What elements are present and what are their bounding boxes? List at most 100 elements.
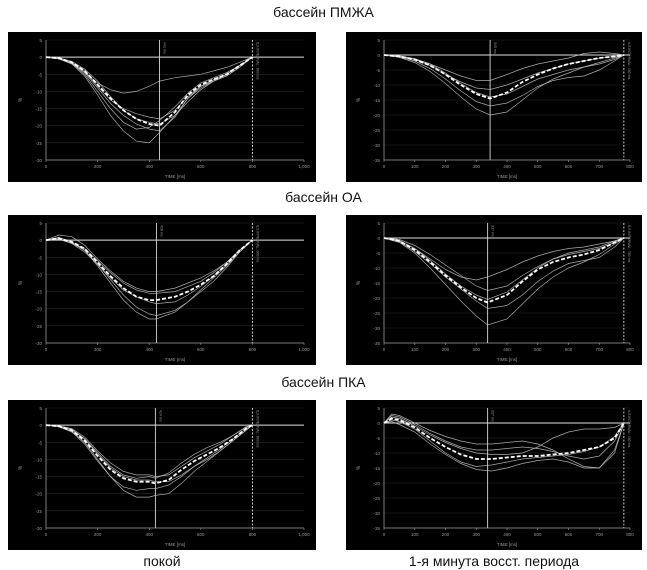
x-tick-label: 400 — [145, 164, 153, 169]
x-tick-label: 0 — [45, 532, 48, 537]
x-tick-label: 600 — [565, 164, 573, 169]
caption-recovery: 1-я минута восст. периода — [408, 553, 580, 569]
series-line — [383, 413, 625, 469]
x-tick-label: 0 — [383, 164, 386, 169]
x-tick-label: 300 — [472, 164, 480, 169]
y-tick-label: -5 — [376, 251, 380, 256]
y-tick-label: -30 — [373, 143, 380, 148]
y-tick-label: -10 — [373, 451, 380, 456]
y-tick-label: -10 — [373, 266, 380, 271]
series-line — [383, 237, 625, 291]
caption-rest: покой — [143, 553, 181, 569]
y-tick-label: -25 — [373, 311, 380, 316]
series-line — [383, 237, 625, 281]
y-tick-label: -10 — [373, 83, 380, 88]
x-tick-label: 100 — [411, 164, 419, 169]
x-tick-label: 700 — [595, 347, 603, 352]
y-tick-label: 5 — [39, 38, 42, 43]
y-tick-label: 5 — [39, 221, 42, 226]
marker-label: 345 ms — [493, 42, 497, 54]
x-tick-label: 800 — [626, 347, 634, 352]
y-axis-label: % — [18, 97, 24, 102]
series-line — [383, 54, 625, 98]
y-tick-label: -15 — [373, 281, 380, 286]
marker-label: 337 ms — [491, 225, 495, 237]
marker-label: ILS INTERVAL: 800 ms — [255, 410, 259, 448]
y-tick-label: 5 — [39, 406, 42, 411]
series-line — [383, 54, 625, 107]
y-tick-label: 5 — [377, 221, 380, 226]
y-tick-label: -35 — [373, 341, 380, 346]
series-line — [45, 424, 253, 479]
y-tick-label: -20 — [35, 492, 42, 497]
y-tick-label: 0 — [39, 423, 42, 428]
y-tick-label: -10 — [35, 272, 42, 277]
x-tick-label: 800 — [249, 532, 257, 537]
series-line — [45, 239, 253, 294]
y-tick-label: 0 — [377, 236, 380, 241]
x-tick-label: 400 — [503, 164, 511, 169]
series-line — [45, 424, 253, 491]
y-tick-label: -30 — [35, 158, 42, 163]
x-tick-label: 200 — [94, 532, 102, 537]
group-title-pmzha: бассейн ПМЖА — [273, 4, 374, 20]
mean-series-line — [45, 56, 253, 127]
series-line — [383, 421, 625, 472]
y-tick-label: -5 — [38, 440, 42, 445]
x-tick-label: 0 — [383, 347, 386, 352]
y-tick-label: -20 — [373, 296, 380, 301]
series-line — [45, 424, 253, 477]
marker-label: 424 ms — [158, 410, 162, 422]
y-tick-label: -10 — [35, 457, 42, 462]
x-tick-label: 400 — [503, 532, 511, 537]
series-line — [45, 56, 253, 94]
y-tick-label: 0 — [39, 55, 42, 60]
y-tick-label: -15 — [35, 290, 42, 295]
x-tick-label: 800 — [249, 164, 257, 169]
x-tick-label: 0 — [45, 347, 48, 352]
chart-svg: 50-5-10-15-20-25-30-350 100 200 300 400 500 60… — [356, 38, 634, 179]
x-tick-label: 200 — [442, 164, 450, 169]
chart-svg: 50-5-10-15-20-25-300 200 400 600 800 1,000TIM… — [18, 38, 310, 179]
x-axis-label: TIME [ms] — [165, 357, 186, 362]
series-line — [383, 419, 625, 467]
x-tick-label: 600 — [565, 347, 573, 352]
mean-series-line — [45, 237, 253, 301]
series-line — [383, 415, 625, 460]
chart-svg: 50-5-10-15-20-25-30-350 100 200 300 400 500 60… — [356, 406, 634, 547]
marker-label: 337 ms — [491, 410, 495, 422]
series-line — [383, 54, 625, 116]
x-tick-label: 800 — [249, 347, 257, 352]
y-axis-label: % — [356, 97, 362, 102]
group-title-pka: бассейн ПКА — [281, 374, 366, 390]
y-tick-label: -5 — [38, 72, 42, 77]
y-tick-label: -5 — [376, 436, 380, 441]
x-tick-label: 200 — [442, 532, 450, 537]
x-tick-label: 200 — [94, 347, 102, 352]
x-tick-label: 800 — [626, 532, 634, 537]
x-tick-label: 700 — [595, 532, 603, 537]
y-tick-label: 0 — [39, 238, 42, 243]
series-line — [45, 56, 253, 132]
y-tick-label: 0 — [377, 421, 380, 426]
series-line — [45, 238, 253, 304]
x-axis-label: TIME [ms] — [497, 174, 518, 179]
chart-pmzha-rest: 5 0 -5 -10 -15 -20 -25 -30 0 200 400 600 800 1,000 TIM… — [8, 32, 316, 182]
x-tick-label: 600 — [197, 347, 205, 352]
y-tick-label: -25 — [373, 496, 380, 501]
chart-svg: 50-5-10-15-20-25-30-350 100 200 300 400 500 60… — [356, 221, 634, 362]
x-tick-label: 400 — [145, 532, 153, 537]
series-line — [45, 238, 253, 316]
y-tick-label: 0 — [377, 53, 380, 58]
chart-oa-recovery: 5 0 -5 -10 -15 -20 -25 -30 -35 0 100 200 300 400 500 60… — [346, 215, 642, 365]
x-axis-label: TIME [ms] — [165, 542, 186, 547]
x-tick-label: 200 — [442, 347, 450, 352]
marker-label: ILS INTERVAL: 780 ms — [627, 225, 631, 263]
y-tick-label: -20 — [373, 113, 380, 118]
series-line — [45, 234, 253, 292]
y-tick-label: -35 — [373, 158, 380, 163]
mean-series-line — [45, 424, 253, 485]
x-tick-label: 300 — [472, 347, 480, 352]
series-line — [383, 416, 625, 455]
y-tick-label: -25 — [373, 128, 380, 133]
